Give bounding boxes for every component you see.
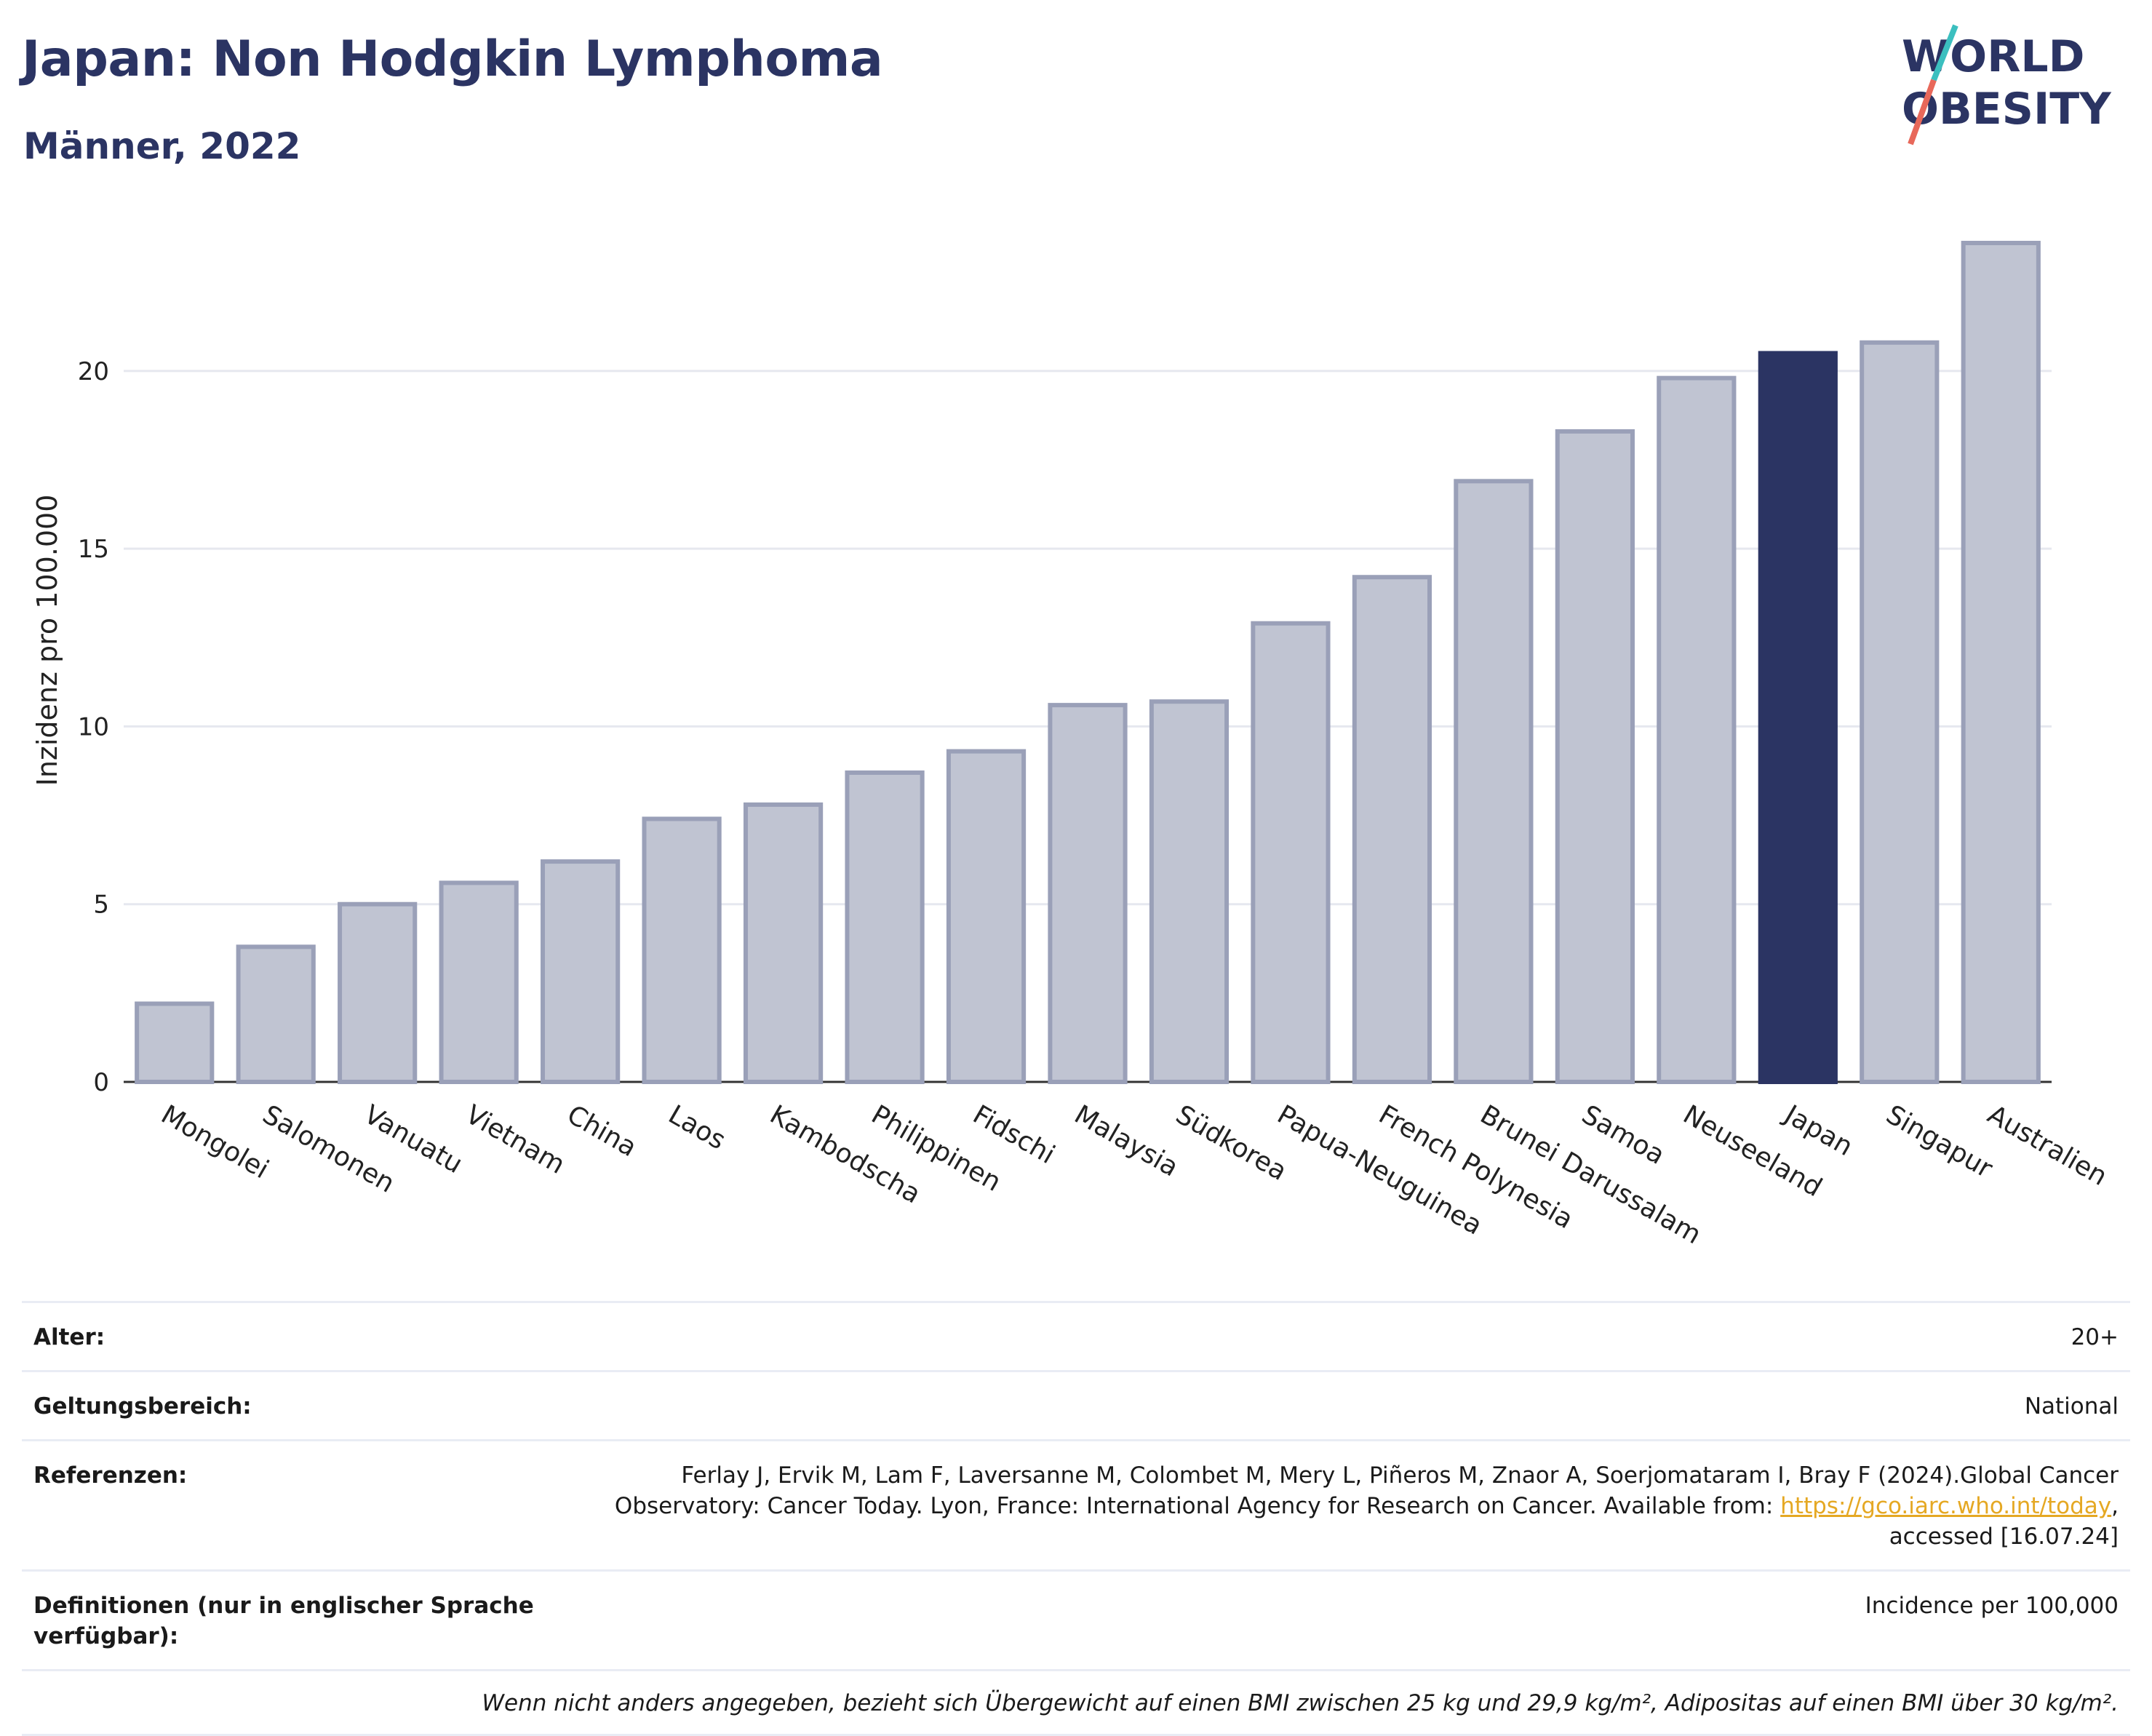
bar-südkorea [1149, 699, 1230, 1084]
x-category-label: Australien [1982, 1099, 2112, 1192]
page-subtitle: Männer, 2022 [23, 125, 301, 167]
scope-value: National [2024, 1393, 2119, 1420]
definitions-value: Incidence per 100,000 [1865, 1593, 2119, 1619]
y-tick-label: 15 [78, 535, 109, 564]
bar-papua-neuguinea [1251, 621, 1331, 1084]
references-label: Referenzen: [33, 1462, 188, 1489]
bar-china [541, 859, 621, 1084]
x-category-label: China [562, 1099, 642, 1163]
y-tick-label: 5 [93, 891, 109, 920]
y-tick-label: 0 [93, 1068, 109, 1097]
x-category-label: Malaysia [1069, 1099, 1184, 1182]
bar-philippinen [845, 770, 925, 1084]
bar-mongolei [135, 1001, 215, 1084]
references-accessed: , accessed [16.07.24] [1889, 1493, 2119, 1550]
references-link[interactable]: https://gco.iarc.who.int/today [1780, 1493, 2112, 1519]
info-row-age: Alter: 20+ [22, 1301, 2130, 1370]
age-label: Alter: [33, 1324, 105, 1350]
age-value: 20+ [2071, 1324, 2119, 1350]
y-tick-label: 20 [78, 357, 109, 386]
y-ticks: 0 5 10 15 20 [78, 357, 109, 1097]
footnote: Wenn nicht anders angegeben, bezieht sic… [482, 1690, 2119, 1716]
x-category-label: Mongolei [156, 1099, 274, 1184]
bar-fidschi [946, 749, 1027, 1084]
bar-malaysia [1048, 703, 1128, 1084]
bar-samoa [1555, 429, 1635, 1084]
info-row-footnote: Wenn nicht anders angegeben, bezieht sic… [22, 1669, 2130, 1736]
info-table: Alter: 20+ Geltungsbereich: National Ref… [22, 1301, 2130, 1736]
info-row-references: Referenzen: Ferlay J, Ervik M, Lam F, La… [22, 1439, 2130, 1569]
y-axis-title: Inzidenz pro 100.000 [31, 495, 63, 787]
x-category-label: Japan [1778, 1099, 1857, 1162]
bar-salomonen [236, 944, 316, 1085]
references-text: Ferlay J, Ervik M, Lam F, Laversanne M, … [614, 1462, 2119, 1519]
scope-label: Geltungsbereich: [33, 1393, 252, 1420]
page-title: Japan: Non Hodgkin Lymphoma [22, 31, 883, 88]
bars-layer [135, 240, 2041, 1085]
world-obesity-logo: WORLD OBESITY [1902, 24, 2112, 146]
references-value: Ferlay J, Ervik M, Lam F, Laversanne M, … [554, 1460, 2119, 1552]
bar-australien [1961, 240, 2041, 1084]
svg-text:OBESITY: OBESITY [1902, 84, 2112, 135]
definitions-label: Definitionen (nur in englischer Sprache … [33, 1593, 534, 1649]
bar-singapur [1860, 340, 1940, 1084]
bar-brunei-darussalam [1454, 479, 1534, 1084]
svg-text:WORLD: WORLD [1902, 31, 2084, 82]
info-row-scope: Geltungsbereich: National [22, 1370, 2130, 1439]
bar-laos [642, 816, 722, 1084]
bar-vanuatu [338, 901, 418, 1084]
bar-neuseeland [1657, 375, 1737, 1084]
x-category-label: Singapur [1881, 1099, 1997, 1184]
bar-vietnam [439, 880, 519, 1085]
bar-japan [1758, 351, 1838, 1084]
x-category-label: Laos [663, 1099, 730, 1155]
x-category-label: Südkorea [1171, 1099, 1291, 1187]
bar-french-polynesia [1352, 575, 1432, 1084]
x-category-label: Vietnam [461, 1099, 570, 1180]
y-tick-label: 10 [78, 712, 109, 741]
bar-kambodscha [743, 802, 824, 1085]
info-row-definitions: Definitionen (nur in englischer Sprache … [22, 1569, 2130, 1669]
